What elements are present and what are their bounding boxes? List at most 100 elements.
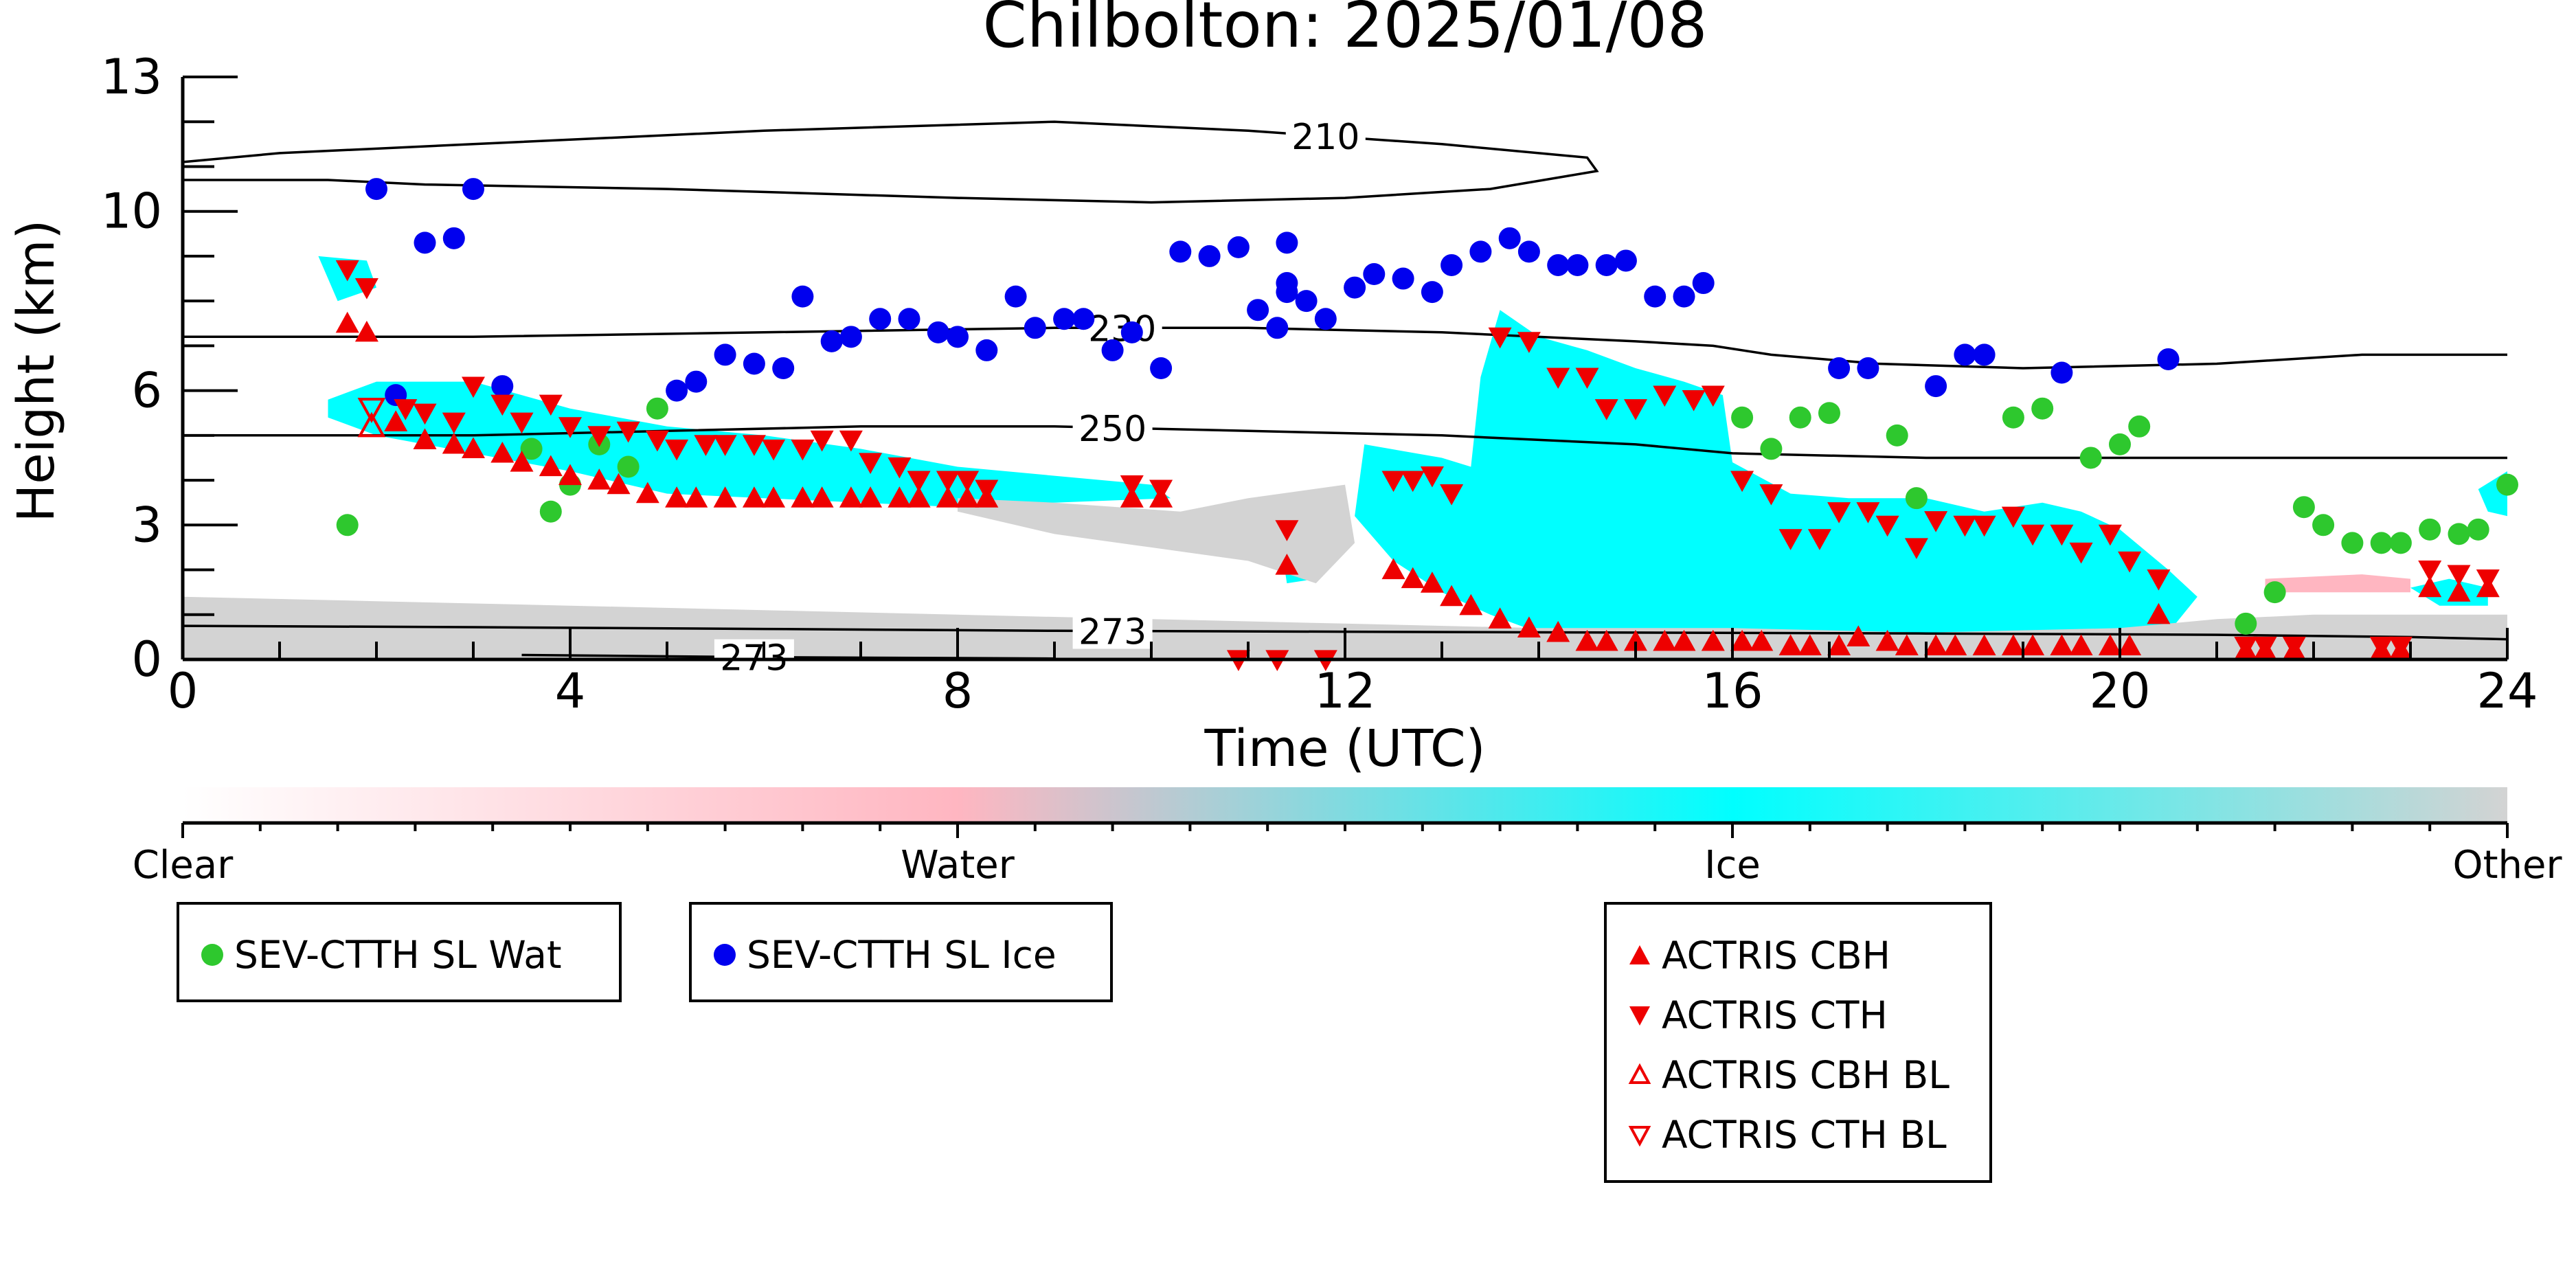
legend-item-sev-ice: SEV-CTTH SL Ice: [710, 933, 1057, 977]
point: [810, 486, 834, 508]
contour-label-bg: [1285, 118, 1366, 155]
point: [859, 486, 883, 508]
point: [2467, 518, 2489, 541]
point: [462, 178, 484, 201]
point: [936, 471, 960, 493]
point: [1886, 424, 1908, 447]
point: [1701, 629, 1725, 651]
point: [1440, 585, 1464, 607]
point: [2447, 580, 2471, 602]
legend-sev-ice: SEV-CTTH SL Ice: [689, 902, 1113, 1002]
point: [1547, 253, 1570, 276]
point: [1644, 285, 1667, 308]
point: [1856, 502, 1880, 523]
point: [1614, 249, 1637, 272]
point: [1857, 357, 1879, 379]
point: [365, 178, 387, 201]
point: [2050, 524, 2074, 546]
point: [1778, 634, 1803, 656]
point: [1247, 299, 1269, 321]
point: [2341, 532, 2364, 554]
point: [1692, 272, 1715, 295]
legend-label: ACTRIS CBH BL: [1662, 1053, 1950, 1097]
point: [336, 514, 359, 536]
point: [1807, 529, 1831, 550]
legend-label: SEV-CTTH SL Wat: [234, 933, 562, 977]
point: [1120, 475, 1144, 497]
point: [2050, 634, 2074, 656]
point: [1053, 308, 1076, 330]
legend-label: ACTRIS CTH BL: [1662, 1113, 1947, 1157]
point: [1875, 629, 1899, 651]
triangle-up-outline-icon: [1625, 1060, 1655, 1090]
contour-label-bg: [1072, 409, 1153, 446]
point: [587, 468, 611, 490]
point: [2418, 576, 2442, 598]
point: [1440, 253, 1463, 276]
point: [666, 379, 688, 402]
colorbar: Clear Water Ice Other: [133, 787, 2562, 888]
point: [414, 231, 436, 254]
point: [1624, 399, 1647, 420]
point: [462, 376, 485, 398]
point: [839, 326, 862, 348]
point: [2448, 523, 2470, 545]
point: [898, 308, 920, 330]
point: [1798, 634, 1822, 656]
point: [1276, 272, 1298, 295]
x-tick-label: 24: [2476, 663, 2538, 719]
point: [1730, 471, 1754, 493]
contour-line: [183, 326, 2507, 370]
colorbar-label: Other: [2452, 843, 2562, 888]
point: [635, 482, 659, 504]
point: [907, 486, 931, 508]
contour-line: [182, 624, 2508, 641]
point: [354, 278, 379, 300]
point: [335, 260, 359, 282]
point: [2292, 496, 2315, 519]
point: [1363, 263, 1386, 286]
point: [1150, 357, 1173, 379]
chart-title: Chilbolton: 2025/01/08: [982, 0, 1707, 62]
point: [1275, 554, 1299, 575]
point: [1924, 511, 1948, 532]
point: [394, 399, 418, 420]
x-tick-label: 12: [1314, 663, 1375, 719]
point: [820, 330, 843, 352]
point: [2109, 433, 2131, 455]
colorbar-gradient: [183, 787, 2507, 823]
point: [2118, 551, 2142, 573]
point: [1575, 368, 1599, 389]
point: [646, 397, 668, 420]
point: [1227, 236, 1250, 258]
point: [539, 455, 563, 477]
point: [1381, 471, 1405, 493]
point: [491, 375, 514, 398]
y-tick-label: 3: [131, 497, 162, 553]
point: [1925, 375, 1947, 398]
point: [1750, 629, 1774, 651]
point: [742, 486, 766, 508]
point: [1672, 629, 1696, 651]
point: [645, 430, 669, 452]
point: [2418, 560, 2442, 582]
point: [1904, 538, 1928, 559]
point: [1392, 267, 1414, 290]
point: [1653, 385, 1677, 407]
triangle-down-outline-icon: [1625, 1120, 1655, 1150]
y-tick-label: 0: [131, 631, 162, 688]
point: [1546, 620, 1570, 642]
contour-label-bg: [1072, 613, 1153, 649]
point: [1594, 629, 1618, 651]
point: [1169, 240, 1192, 263]
point: [357, 411, 386, 438]
cloud-region-water: [2265, 574, 2410, 593]
point: [684, 486, 708, 508]
point: [2476, 569, 2500, 591]
point: [442, 432, 466, 454]
point: [869, 308, 892, 330]
point: [1421, 281, 1443, 304]
axes: 0 4 8 12 16 20 24 0 3 6 10 13: [101, 49, 2538, 719]
point: [839, 486, 863, 508]
point: [357, 398, 386, 423]
